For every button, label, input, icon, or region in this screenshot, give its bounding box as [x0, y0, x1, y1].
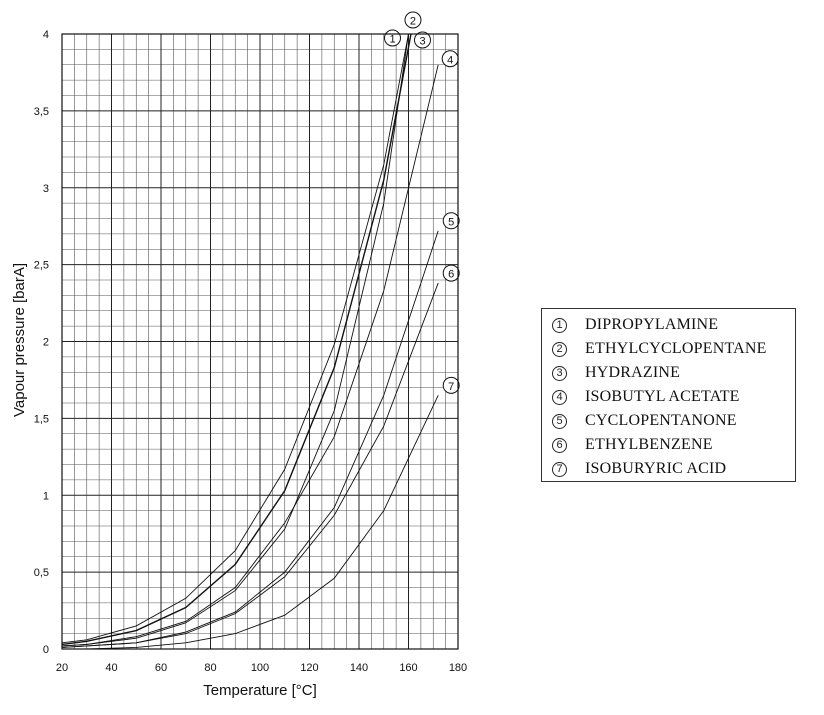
x-tick-label: 140: [350, 662, 368, 674]
y-axis-label: Vapour pressure [barA]: [11, 263, 28, 417]
legend-marker: 1: [552, 318, 567, 333]
legend-item: 7 ISOBURYRIC ACID: [542, 457, 795, 481]
x-tick-label: 180: [449, 662, 467, 674]
legend-item: 1 DIPROPYLAMINE: [542, 313, 795, 337]
legend-item: 5 CYCLOPENTANONE: [542, 409, 795, 433]
legend-label: DIPROPYLAMINE: [585, 316, 718, 334]
legend-marker: 4: [552, 390, 567, 405]
series-line-4: [62, 65, 438, 646]
legend-item: 4 ISOBUTYL ACETATE: [542, 385, 795, 409]
series-line-7: [62, 395, 438, 649]
x-tick-label: 20: [56, 662, 68, 674]
y-tick-label: 2,5: [34, 260, 49, 272]
x-tick-label: 80: [204, 662, 216, 674]
legend-marker: 3: [552, 366, 567, 381]
y-tick-label: 3,5: [34, 106, 49, 118]
series-end-label: 2: [410, 16, 416, 28]
series-end-label: 1: [389, 34, 395, 46]
legend-marker: 5: [552, 414, 567, 429]
legend-item: 6 ETHYLBENZENE: [542, 433, 795, 457]
series-line-5: [62, 231, 438, 648]
y-tick-label: 1: [43, 490, 49, 502]
legend-label: ISOBURYRIC ACID: [585, 460, 726, 478]
legend-marker: 7: [552, 462, 567, 477]
series-end-label: 7: [448, 381, 454, 393]
series-end-label: 4: [447, 54, 453, 66]
y-tick-label: 0,5: [34, 567, 49, 579]
x-axis-label: Temperature [°C]: [203, 682, 317, 699]
x-tick-label: 100: [251, 662, 269, 674]
y-tick-label: 0: [43, 644, 49, 656]
y-tick-label: 4: [43, 29, 49, 41]
x-tick-label: 120: [300, 662, 318, 674]
legend: 1 DIPROPYLAMINE 2 ETHYLCYCLOPENTANE 3 HYDRAZI…: [541, 308, 796, 482]
x-tick-label: 160: [399, 662, 417, 674]
legend-marker: 6: [552, 438, 567, 453]
legend-label: ISOBUTYL ACETATE: [585, 388, 740, 406]
y-tick-label: 3: [43, 183, 49, 195]
legend-item: 3 HYDRAZINE: [542, 361, 795, 385]
legend-marker: 2: [552, 342, 567, 357]
series-line-6: [62, 283, 438, 647]
axes: 20 40 60 80 100 120 140 160 180 0 0,5 1 1,5 2 2,5 3 3,5 4: [34, 29, 467, 674]
series-end-label: 6: [448, 269, 454, 281]
legend-label: HYDRAZINE: [585, 364, 680, 382]
legend-label: ETHYLBENZENE: [585, 436, 713, 454]
legend-label: CYCLOPENTANONE: [585, 412, 737, 430]
x-tick-label: 60: [155, 662, 167, 674]
x-tick-label: 40: [105, 662, 117, 674]
series-end-label: 5: [448, 216, 454, 228]
y-tick-label: 2: [43, 337, 49, 349]
y-tick-label: 1,5: [34, 413, 49, 425]
legend-label: ETHYLCYCLOPENTANE: [585, 340, 767, 358]
series-end-label: 3: [419, 36, 425, 48]
legend-item: 2 ETHYLCYCLOPENTANE: [542, 337, 795, 361]
